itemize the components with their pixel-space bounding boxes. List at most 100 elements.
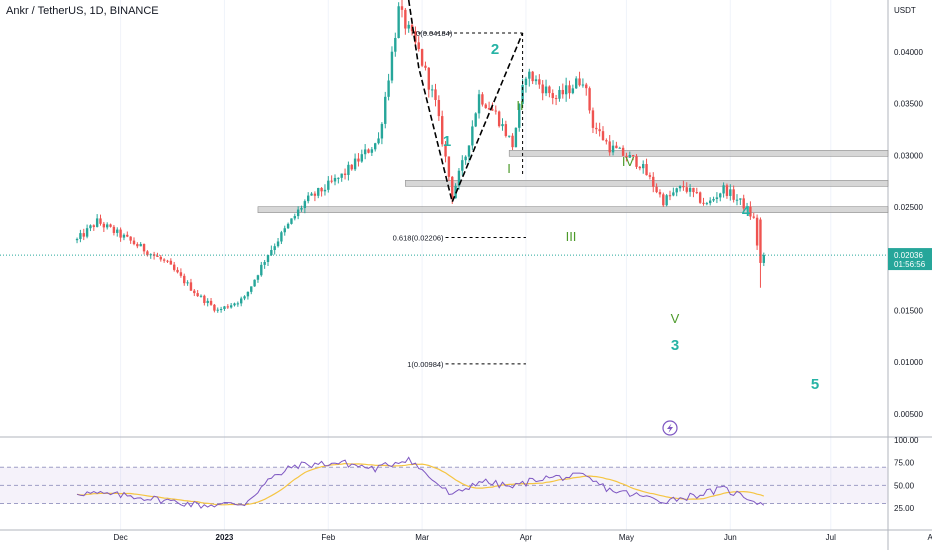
- candle-body[interactable]: [749, 206, 752, 217]
- candle-body[interactable]: [79, 233, 82, 239]
- wave-label-minor-IV[interactable]: IV: [622, 154, 635, 169]
- candle-body[interactable]: [467, 145, 471, 157]
- candle-body[interactable]: [444, 144, 447, 157]
- wave-label-minor-III[interactable]: III: [566, 229, 577, 244]
- candle-body[interactable]: [276, 241, 280, 247]
- candle-body[interactable]: [491, 109, 494, 111]
- candle-body[interactable]: [611, 145, 615, 153]
- candle-body[interactable]: [719, 193, 722, 198]
- candle-body[interactable]: [95, 218, 99, 227]
- candle-body[interactable]: [169, 260, 173, 265]
- wave-label-major-4[interactable]: 4: [742, 203, 751, 220]
- candle-body[interactable]: [333, 177, 337, 182]
- candle-body[interactable]: [698, 192, 702, 203]
- candle-body[interactable]: [196, 293, 199, 297]
- candle-body[interactable]: [682, 186, 685, 188]
- candle-body[interactable]: [303, 201, 307, 209]
- candle-body[interactable]: [715, 197, 719, 199]
- candle-body[interactable]: [129, 236, 132, 241]
- candle-body[interactable]: [745, 206, 749, 209]
- candle-body[interactable]: [544, 86, 548, 94]
- candle-body[interactable]: [166, 260, 169, 262]
- candle-body[interactable]: [357, 158, 360, 162]
- candle-body[interactable]: [511, 135, 514, 148]
- candle-body[interactable]: [722, 185, 725, 194]
- candle-body[interactable]: [112, 226, 116, 233]
- candle-body[interactable]: [531, 71, 534, 82]
- wave-label-minor-V[interactable]: V: [671, 311, 680, 326]
- candle-body[interactable]: [236, 303, 240, 305]
- candle-body[interactable]: [709, 200, 712, 204]
- candle-body[interactable]: [685, 187, 688, 192]
- candle-body[interactable]: [400, 6, 404, 10]
- candle-body[interactable]: [307, 195, 310, 202]
- candle-body[interactable]: [735, 199, 739, 201]
- candle-body[interactable]: [568, 85, 571, 94]
- candle-body[interactable]: [293, 216, 296, 219]
- candle-body[interactable]: [109, 224, 112, 227]
- candle-body[interactable]: [551, 93, 554, 99]
- candle-body[interactable]: [585, 84, 588, 89]
- candle-body[interactable]: [350, 164, 353, 170]
- candle-body[interactable]: [571, 88, 575, 94]
- candle-body[interactable]: [561, 89, 564, 95]
- wave-label-minor-I[interactable]: I: [507, 161, 511, 176]
- candle-body[interactable]: [310, 193, 313, 196]
- candle-body[interactable]: [588, 88, 591, 111]
- candle-body[interactable]: [578, 78, 581, 86]
- candle-body[interactable]: [434, 89, 437, 100]
- candle-body[interactable]: [146, 251, 149, 256]
- candle-body[interactable]: [179, 272, 183, 276]
- candle-body[interactable]: [759, 219, 762, 263]
- candle-body[interactable]: [270, 250, 273, 256]
- candle-body[interactable]: [256, 275, 260, 280]
- candle-body[interactable]: [631, 155, 635, 157]
- candle-body[interactable]: [481, 94, 484, 105]
- candle-body[interactable]: [116, 229, 119, 233]
- support-resistance-zone[interactable]: [508, 150, 889, 157]
- candle-body[interactable]: [223, 306, 226, 310]
- candle-body[interactable]: [384, 96, 387, 124]
- candle-body[interactable]: [598, 129, 601, 132]
- candle-body[interactable]: [193, 290, 196, 294]
- candle-body[interactable]: [752, 216, 755, 218]
- candle-body[interactable]: [608, 141, 611, 153]
- candle-body[interactable]: [183, 275, 186, 284]
- candle-body[interactable]: [534, 79, 538, 82]
- candle-body[interactable]: [102, 223, 106, 228]
- candle-body[interactable]: [233, 303, 236, 306]
- candle-body[interactable]: [705, 203, 709, 205]
- candle-body[interactable]: [564, 85, 568, 95]
- candle-body[interactable]: [89, 225, 92, 229]
- candle-body[interactable]: [692, 187, 695, 193]
- candle-body[interactable]: [668, 195, 672, 197]
- candle-body[interactable]: [504, 124, 508, 136]
- candle-body[interactable]: [688, 187, 692, 192]
- candle-body[interactable]: [206, 300, 209, 304]
- candle-body[interactable]: [162, 259, 166, 261]
- candle-body[interactable]: [340, 173, 343, 178]
- candle-body[interactable]: [139, 244, 142, 247]
- candle-body[interactable]: [642, 164, 645, 169]
- candle-body[interactable]: [246, 291, 250, 297]
- candle-body[interactable]: [99, 218, 102, 224]
- candle-body[interactable]: [414, 31, 417, 43]
- candle-body[interactable]: [203, 295, 206, 304]
- candle-body[interactable]: [464, 156, 467, 161]
- candle-body[interactable]: [558, 89, 561, 99]
- candle-body[interactable]: [447, 156, 451, 177]
- candle-body[interactable]: [407, 24, 410, 29]
- candle-body[interactable]: [75, 238, 79, 241]
- candle-body[interactable]: [538, 79, 541, 85]
- candle-body[interactable]: [363, 149, 367, 155]
- candle-body[interactable]: [240, 298, 243, 304]
- candle-body[interactable]: [474, 113, 477, 127]
- candle-body[interactable]: [360, 154, 363, 162]
- candle-body[interactable]: [280, 232, 283, 242]
- candle-body[interactable]: [424, 65, 427, 68]
- candle-body[interactable]: [189, 282, 193, 291]
- candle-body[interactable]: [209, 300, 213, 305]
- candle-body[interactable]: [380, 123, 384, 139]
- candle-body[interactable]: [662, 194, 665, 206]
- candle-body[interactable]: [528, 71, 531, 79]
